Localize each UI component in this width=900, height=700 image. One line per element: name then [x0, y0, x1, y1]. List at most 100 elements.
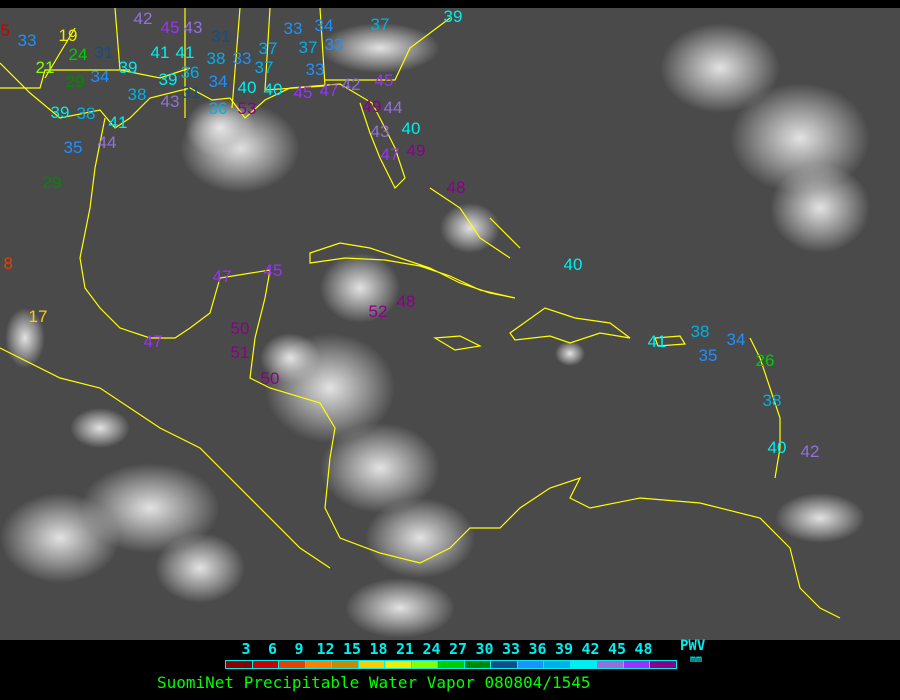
coastline: [654, 335, 687, 347]
station-pwv-label: 45: [263, 260, 283, 280]
station-pwv-label: 34: [208, 71, 228, 91]
station-pwv-label: 35: [63, 137, 83, 157]
legend-tick-label: 33: [501, 640, 521, 658]
station-pwv-label: 39: [50, 102, 70, 122]
cloud: [320, 23, 440, 73]
map-title: SuomiNet Precipitable Water Vapor 080804…: [157, 673, 591, 692]
legend-swatch: [491, 661, 518, 668]
station-pwv-label: 42: [800, 441, 820, 461]
cloud: [320, 253, 400, 323]
legend-swatch: [305, 661, 332, 668]
station-pwv-label: 39: [443, 8, 463, 26]
cloud: [155, 533, 245, 603]
station-pwv-label: 39: [158, 69, 178, 89]
legend-swatch: [650, 661, 676, 668]
satellite-image: 5 33 19 24 21 29 31 34 39 38 41 41 39 38 33 36 34 45 42 43 3…: [0, 8, 900, 640]
station-pwv-label: 42: [133, 8, 153, 28]
station-pwv-label: 45: [293, 82, 313, 102]
station-pwv-label: 38: [690, 321, 710, 341]
station-pwv-label: 37: [258, 38, 278, 58]
legend-tick-label: 6: [267, 640, 278, 658]
station-pwv-label: 41: [647, 331, 667, 351]
station-pwv-label: 48: [446, 177, 466, 197]
station-pwv-label: 47: [143, 331, 163, 351]
station-pwv-label: 37: [254, 57, 274, 77]
station-pwv-label: 41: [175, 42, 195, 62]
legend-swatch: [332, 661, 359, 668]
station-pwv-label: 33: [324, 34, 344, 54]
legend-swatch: [570, 661, 597, 668]
legend-tick-label: 45: [607, 640, 627, 658]
station-pwv-label: 38: [762, 390, 782, 410]
cloud: [0, 493, 120, 583]
legend-tick-label: 39: [554, 640, 574, 658]
station-pwv-label: 51: [230, 342, 250, 362]
station-pwv-label: 33: [17, 30, 37, 50]
legend-swatch: [623, 661, 650, 668]
legend-color-bar: [225, 660, 677, 669]
legend-unit-label: PWV: [680, 638, 706, 654]
station-pwv-label: 29: [65, 71, 85, 91]
station-pwv-label: 40: [563, 254, 583, 274]
station-pwv-label: 39: [118, 57, 138, 77]
station-pwv-label: 47: [319, 80, 339, 100]
station-pwv-label: 45: [160, 17, 180, 37]
station-pwv-label: 33: [283, 18, 303, 38]
station-pwv-label: 40: [237, 77, 257, 97]
legend-tick-label: 15: [342, 640, 362, 658]
station-pwv-label: 34: [726, 329, 746, 349]
station-pwv-label: 36: [208, 98, 228, 118]
station-pwv-label: 52: [368, 301, 388, 321]
legend-tick-label: 30: [475, 640, 494, 658]
station-pwv-label: 49: [362, 96, 382, 116]
station-pwv-label: 31: [181, 82, 201, 102]
station-pwv-label: 41: [108, 112, 128, 132]
legend-tick-label: 24: [422, 640, 441, 658]
station-pwv-label: 40: [263, 79, 283, 99]
station-pwv-label: 17: [28, 306, 48, 326]
station-pwv-label: 53: [237, 98, 257, 118]
station-pwv-label: 43: [160, 91, 180, 111]
station-pwv-label: 50: [230, 318, 250, 338]
station-pwv-label: 31: [211, 26, 231, 46]
station-pwv-label: 21: [35, 57, 55, 77]
coastline: [509, 307, 631, 344]
cloud: [770, 163, 870, 253]
station-pwv-label: 48: [396, 291, 416, 311]
station-pwv-label: 47: [380, 144, 400, 164]
cloud: [260, 333, 320, 383]
station-pwv-label: 47: [212, 266, 232, 286]
station-pwv-label: 33: [232, 48, 252, 68]
station-pwv-label: 45: [374, 70, 394, 90]
cloud: [185, 98, 255, 158]
coastline: [79, 117, 841, 619]
color-legend: 3 6 9 12 15 18 21 24 27 30 33 36 39 42 45 48 PWV mm Suo…: [0, 638, 900, 700]
station-pwv-label: 50: [260, 368, 280, 388]
legend-tick-label: 9: [294, 640, 304, 658]
station-pwv-label: 38: [206, 48, 226, 68]
legend-swatch: [411, 661, 438, 668]
station-pwv-label: 43: [370, 121, 390, 141]
station-pwv-label: 31: [94, 42, 114, 62]
legend-tick-label: 12: [316, 640, 335, 658]
legend-swatch: [252, 661, 279, 668]
legend-swatch: [597, 661, 624, 668]
coastline: [309, 242, 516, 299]
station-pwv-label: 41: [150, 42, 170, 62]
station-pwv-label: 37: [298, 37, 318, 57]
station-pwv-label: 44: [97, 132, 117, 152]
coastlines: [0, 8, 841, 619]
legend-tick-label: 42: [581, 640, 600, 658]
station-pwv-label: 33: [305, 59, 325, 79]
legend-swatch: [226, 661, 253, 668]
legend-tick-label: 21: [395, 640, 415, 658]
station-pwv-label: 34: [314, 15, 334, 35]
station-pwv-label: 38: [76, 103, 96, 123]
legend-tick-label: 27: [448, 640, 468, 658]
legend-tick-label: 48: [634, 640, 653, 658]
coastline: [0, 62, 406, 190]
legend-swatch: [544, 661, 571, 668]
cloud: [555, 340, 585, 366]
coastline: [433, 335, 482, 351]
